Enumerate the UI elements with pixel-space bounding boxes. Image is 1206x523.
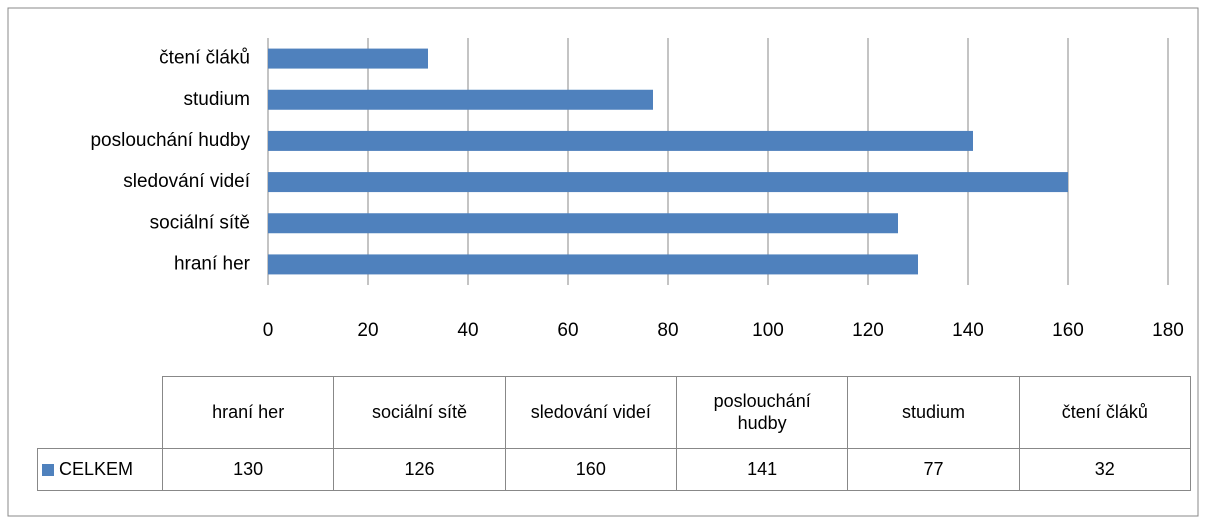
table-value-text: 77	[923, 458, 944, 479]
y-tick-label: hraní her	[174, 253, 251, 274]
table-header-text: sociální sítě	[371, 401, 468, 422]
bar	[268, 213, 898, 234]
y-tick-label: čtení čláků	[159, 48, 250, 69]
table-value-text: 141	[747, 458, 778, 479]
table-value: 32	[1018, 448, 1191, 491]
bar	[268, 89, 653, 110]
chart-border	[7, 7, 1199, 517]
x-tick-label: 20	[357, 320, 378, 341]
table-value: 141	[676, 448, 849, 491]
x-tick-label: 160	[1052, 320, 1084, 341]
y-tick-label: sledování videí	[123, 171, 250, 192]
table-value: 130	[162, 448, 335, 491]
table-header: hraní her	[162, 376, 335, 449]
x-tick-label: 140	[952, 320, 984, 341]
bar	[268, 172, 1068, 193]
table-value-text: 130	[233, 458, 264, 479]
table-header: čtení čláků	[1018, 376, 1191, 449]
y-tick-label: studium	[183, 89, 250, 110]
table-header: studium	[847, 376, 1020, 449]
table-header-text: studium	[901, 401, 965, 422]
x-tick-label: 80	[657, 320, 678, 341]
y-tick-label: poslouchání hudby	[90, 130, 250, 151]
legend-key	[42, 463, 54, 476]
table-value-text: 160	[575, 458, 606, 479]
table-value: 126	[333, 448, 506, 491]
table-value: 77	[847, 448, 1020, 491]
table-header-text: hraní her	[212, 401, 285, 422]
x-tick-label: 40	[457, 320, 478, 341]
x-tick-label: 180	[1152, 320, 1184, 341]
x-tick-label: 120	[852, 320, 884, 341]
legend-label: CELKEM	[59, 458, 134, 479]
x-tick-label: 60	[557, 320, 578, 341]
table-value: 160	[504, 448, 677, 491]
table-value-text: 126	[404, 458, 435, 479]
x-tick-label: 100	[752, 320, 784, 341]
table-header: sledování videí	[504, 376, 677, 449]
bar	[268, 254, 918, 275]
table-header: poslouchání hudby	[676, 376, 849, 449]
x-tick-label: 0	[263, 320, 274, 341]
table-header-text: čtení čláků	[1061, 401, 1148, 422]
bar	[268, 48, 428, 69]
table-header: sociální sítě	[333, 376, 506, 449]
bar	[268, 130, 973, 151]
y-tick-label: sociální sítě	[150, 212, 250, 233]
table-header-text: poslouchání hudby	[713, 390, 811, 433]
table-series-name: CELKEM	[37, 448, 163, 491]
table-header-text: sledování videí	[530, 401, 651, 422]
table-value-text: 32	[1094, 458, 1115, 479]
